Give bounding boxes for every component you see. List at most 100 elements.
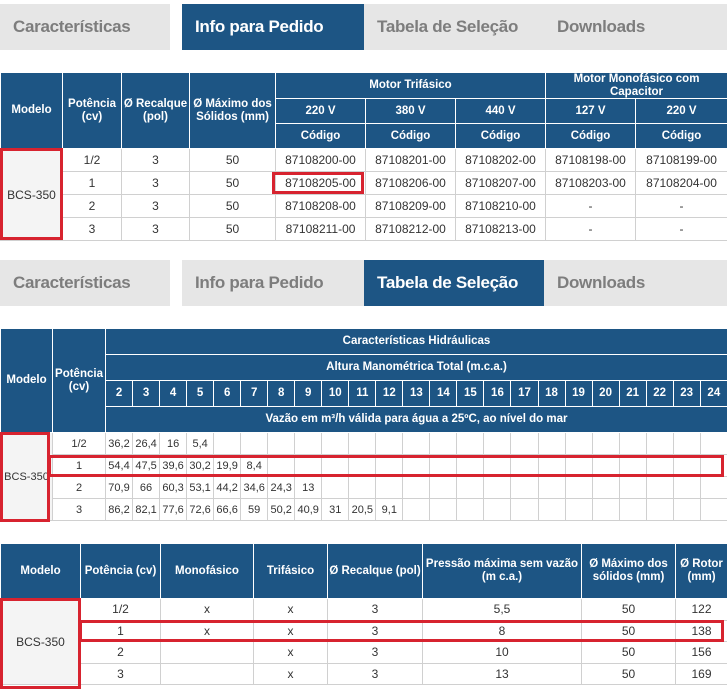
- head-value: 21: [618, 380, 647, 407]
- cell-monofasico: [160, 662, 254, 686]
- flow-cell: [321, 476, 350, 499]
- spec-table: Modelo Potência (cv) Monofásico Trifásic…: [0, 543, 727, 686]
- cell-pressao: 10: [422, 641, 582, 664]
- tab-info-pedido[interactable]: Info para Pedido: [182, 4, 364, 50]
- tab-tabela-selecao[interactable]: Tabela de Seleção: [364, 260, 544, 306]
- table-row: 3 86,2 82,1 77,6 72,6 66,6 59 50,2 40,9 31 20,5 9,1: [1, 498, 727, 521]
- flow-cell: [537, 476, 566, 499]
- tab-downloads[interactable]: Downloads: [544, 260, 727, 306]
- head-value: 4: [159, 380, 188, 407]
- col-pressao: Pressão máxima sem vazão (m c.a.): [422, 543, 582, 599]
- flow-cell: [348, 476, 377, 499]
- flow-cell: [321, 432, 350, 455]
- flow-cell: [375, 476, 404, 499]
- head-value: 2: [104, 380, 134, 407]
- flow-cell: [429, 454, 458, 477]
- code-label: Código: [634, 123, 727, 150]
- flow-cell: 47,5: [132, 454, 161, 477]
- flow-cell: [213, 432, 242, 455]
- model-cell: BCS-350: [0, 432, 53, 521]
- flow-cell: [510, 432, 539, 455]
- flow-cell: 24,3: [267, 476, 296, 499]
- cell-potencia: 2: [62, 194, 122, 219]
- cell-solidos: 50: [189, 148, 276, 173]
- cell-recalque: 3: [121, 194, 190, 219]
- col-potencia: Potência (cv): [80, 543, 161, 599]
- head-value: 11: [348, 380, 377, 407]
- cell-recalque: 3: [327, 641, 423, 664]
- head-value: 10: [321, 380, 350, 407]
- flow-cell: [510, 454, 539, 477]
- voltage-127: 127 V: [545, 98, 636, 125]
- col-recalque: Ø Recalque (pol): [121, 71, 190, 150]
- col-solidos: Ø Máximo dos Sólidos (mm): [189, 71, 276, 150]
- flow-cell: [294, 454, 323, 477]
- table-row: 2 x 3 10 50 156: [1, 641, 727, 664]
- tab-downloads[interactable]: Downloads: [544, 4, 727, 50]
- model-cell: BCS-350: [0, 597, 81, 686]
- flow-cell: [429, 432, 458, 455]
- flow-cell: [456, 432, 485, 455]
- head-value: 13: [402, 380, 431, 407]
- flow-cell: 53,1: [186, 476, 215, 499]
- cell-code: 87108202-00: [455, 148, 546, 173]
- col-potencia: Potência (cv): [62, 71, 122, 150]
- flow-cell: [456, 498, 485, 521]
- cell-potencia: 1/2: [52, 432, 106, 455]
- flow-cell: 40,9: [294, 498, 323, 521]
- cell-code: 87108199-00: [634, 148, 727, 173]
- tab-tabela-selecao[interactable]: Tabela de Seleção: [364, 4, 544, 50]
- tab-info-pedido[interactable]: Info para Pedido: [182, 260, 364, 306]
- cell-code: 87108203-00: [545, 171, 636, 196]
- cell-trifasico: x: [253, 598, 328, 621]
- voltage-380: 380 V: [365, 98, 456, 125]
- tab-bar-selection: Características Info para Pedido Tabela …: [0, 260, 727, 306]
- flow-cell: [672, 454, 701, 477]
- flow-cell: [483, 498, 512, 521]
- code-label: Código: [545, 123, 636, 150]
- col-solidos: Ø Máximo dos sólidos (mm): [581, 543, 676, 599]
- flow-cell: 31: [321, 498, 350, 521]
- cell-solidos: 50: [581, 662, 676, 686]
- col-trifasico: Trifásico: [253, 543, 328, 599]
- cell-solidos: 50: [189, 217, 276, 242]
- code-label: Código: [455, 123, 546, 150]
- tab-caracteristicas[interactable]: Características: [0, 4, 170, 50]
- cell-code: 87108205-00: [275, 171, 366, 196]
- head-value: 18: [537, 380, 566, 407]
- flow-cell: [591, 476, 620, 499]
- cell-monofasico: x: [160, 598, 254, 621]
- flow-cell: 86,2: [104, 498, 134, 521]
- flow-cell: [348, 432, 377, 455]
- flow-cell: 66,6: [213, 498, 242, 521]
- cell-potencia: 2: [52, 476, 106, 499]
- flow-cell: 36,2: [104, 432, 134, 455]
- cell-potencia: 2: [80, 641, 161, 664]
- head-value: 3: [132, 380, 161, 407]
- flow-cell: [618, 432, 647, 455]
- head-value: 22: [645, 380, 674, 407]
- flow-cell: 54,4: [104, 454, 134, 477]
- cell-recalque: 3: [327, 619, 423, 643]
- tab-spacer: [170, 4, 182, 50]
- flow-cell: [564, 498, 593, 521]
- head-value: 15: [456, 380, 485, 407]
- model-cell: BCS-350: [0, 148, 63, 242]
- flow-cell: [483, 432, 512, 455]
- cell-rotor: 138: [675, 619, 727, 643]
- tab-caracteristicas[interactable]: Características: [0, 260, 170, 306]
- flow-cell: [456, 454, 485, 477]
- tab-spacer: [170, 260, 182, 306]
- flow-cell: [375, 432, 404, 455]
- flow-cell: [564, 476, 593, 499]
- cell-recalque: 3: [121, 171, 190, 196]
- cell-solidos: 50: [581, 598, 676, 621]
- flow-cell: [618, 498, 647, 521]
- flow-cell: [591, 432, 620, 455]
- cell-code: 87108207-00: [455, 171, 546, 196]
- voltage-220: 220 V: [275, 98, 366, 125]
- cell-solidos: 50: [189, 194, 276, 219]
- flow-cell: [591, 498, 620, 521]
- cell-potencia: 3: [52, 498, 106, 521]
- flow-cell: [429, 476, 458, 499]
